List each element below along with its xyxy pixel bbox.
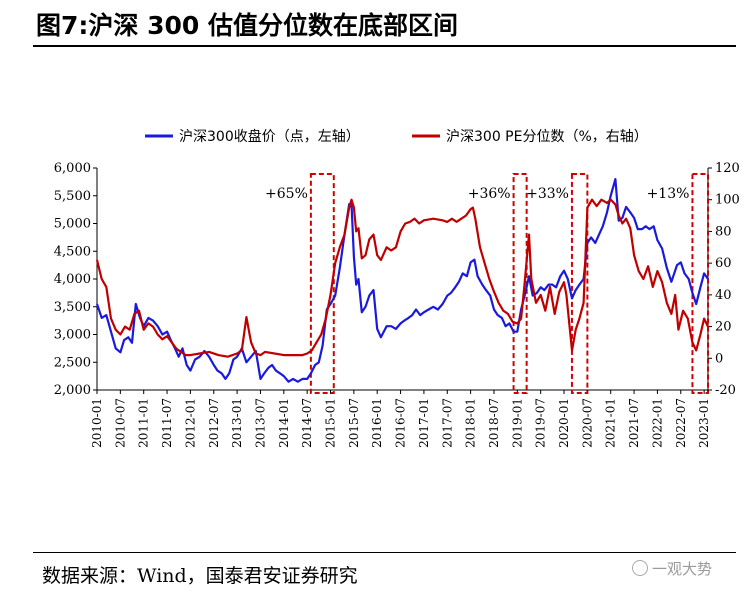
x-tick-label: 2018-01	[464, 398, 478, 448]
x-tick-label: 2012-07	[207, 398, 221, 448]
index-close-line	[95, 178, 709, 383]
x-tick-label: 2017-07	[440, 398, 454, 448]
left-tick-label: 4,000	[54, 272, 91, 287]
left-tick-label: 2,500	[54, 355, 91, 370]
x-tick-label: 2014-01	[277, 398, 291, 448]
highlight-box	[691, 173, 710, 394]
legend-label-index: 沪深300收盘价（点，左轴）	[179, 128, 360, 145]
legend-label-pe: 沪深300 PE分位数（%，右轴）	[446, 129, 648, 145]
highlight-label: +65%	[265, 186, 308, 202]
figure-title: 图7:沪深 300 估值分位数在底部区间	[36, 11, 458, 40]
left-tick-label: 5,500	[54, 189, 91, 204]
watermark-text: 一观大势	[652, 560, 713, 578]
legend: 沪深300收盘价（点，左轴） 沪深300 PE分位数（%，右轴）	[145, 128, 648, 145]
source-divider	[33, 552, 736, 553]
watermark: 一观大势	[632, 558, 712, 579]
right-tick-label: 40	[715, 288, 732, 303]
left-tick-label: 3,500	[54, 300, 91, 315]
x-tick-label: 2011-07	[160, 398, 174, 448]
right-tick-label: 80	[715, 224, 732, 239]
x-tick-label: 2015-07	[347, 398, 361, 448]
highlight-boxes: +65% +36% +33% +13%	[265, 173, 710, 394]
x-tick-label: 2011-01	[137, 398, 151, 448]
highlight-box	[570, 173, 589, 394]
right-tick-label: 0	[715, 351, 723, 366]
x-tick-label: 2020-07	[580, 398, 594, 448]
left-tick-label: 6,000	[54, 161, 91, 176]
highlight-label: +13%	[647, 186, 690, 202]
x-tick-label: 2019-07	[534, 398, 548, 448]
x-tick-label: 2016-07	[394, 398, 408, 448]
x-tick-label: 2012-01	[183, 398, 197, 448]
x-tick-label: 2021-01	[604, 398, 618, 448]
wechat-icon	[632, 560, 648, 576]
title-divider	[33, 45, 736, 47]
left-tick-label: 2,000	[54, 383, 91, 398]
highlight-label: +36%	[468, 186, 511, 202]
axes: 2,000 2,500 3,000 3,500 4,000 4,500 5,000 5,500…	[54, 161, 740, 448]
right-tick-label: 20	[715, 320, 732, 335]
x-tick-label: 2022-07	[674, 398, 688, 448]
right-tick-label: 60	[715, 256, 732, 271]
x-tick-label: 2013-07	[253, 398, 267, 448]
x-tick-label: 2015-01	[324, 398, 338, 448]
x-tick-label: 2019-01	[510, 398, 524, 448]
x-tick-label: 2016-01	[370, 398, 384, 448]
x-tick-label: 2010-07	[113, 398, 127, 448]
pe-percentile-line	[95, 198, 709, 358]
left-tick-label: 5,000	[54, 217, 91, 232]
right-tick-label: 120	[715, 161, 740, 176]
left-tick-label: 4,500	[54, 244, 91, 259]
x-tick-label: 2013-01	[230, 398, 244, 448]
right-tick-label: 100	[715, 193, 740, 208]
x-tick-label: 2023-01	[697, 398, 711, 448]
x-tick-label: 2021-07	[627, 398, 641, 448]
x-tick-label: 2017-01	[417, 398, 431, 448]
x-tick-label: 2010-01	[90, 398, 104, 448]
x-tick-label: 2022-01	[650, 398, 664, 448]
x-tick-label: 2018-07	[487, 398, 501, 448]
highlight-label: +33%	[526, 186, 569, 202]
highlight-box	[309, 173, 335, 394]
source-note: 数据来源：Wind，国泰君安证券研究	[42, 565, 358, 587]
right-tick-label: -20	[715, 383, 736, 398]
x-tick-label: 2014-07	[300, 398, 314, 448]
x-tick-label: 2020-01	[557, 398, 571, 448]
left-tick-label: 3,000	[54, 328, 91, 343]
series-lines	[95, 178, 709, 383]
